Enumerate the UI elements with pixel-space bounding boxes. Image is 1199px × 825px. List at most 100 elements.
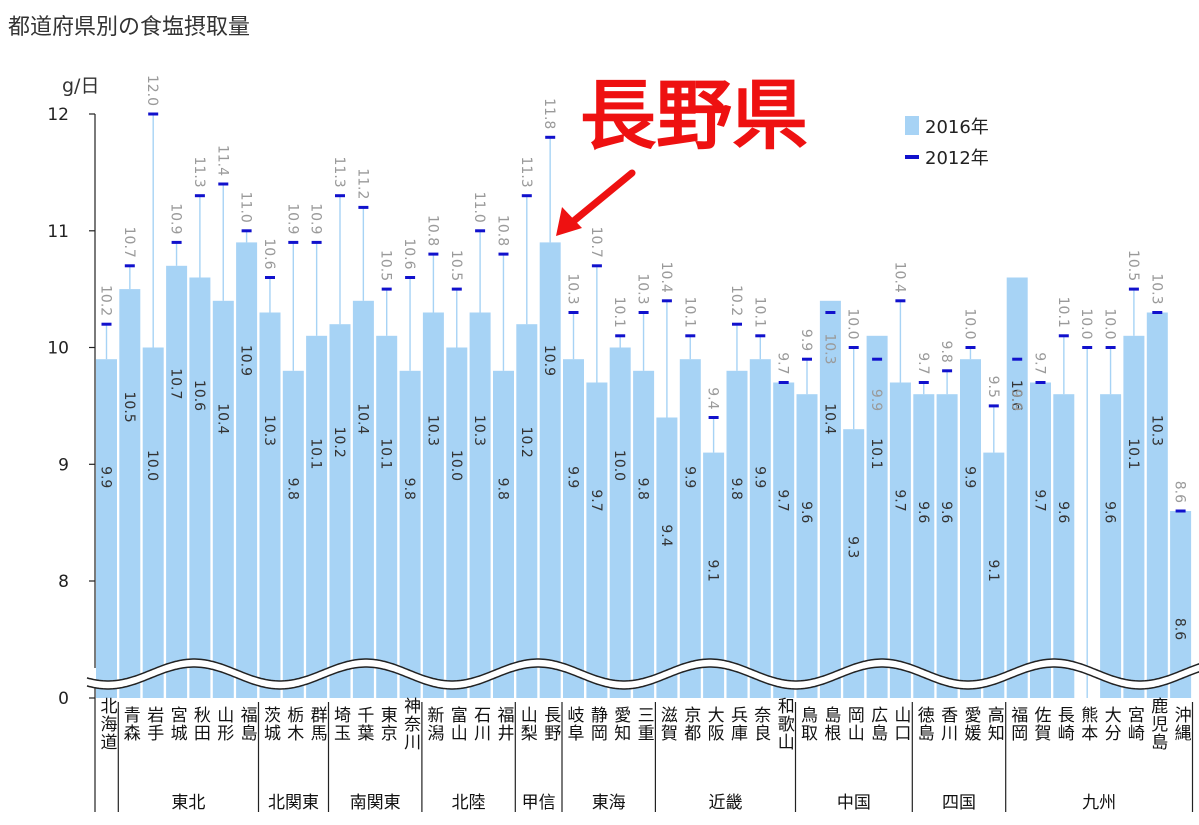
value-label-2012: 9.9 — [798, 329, 814, 351]
category-label: 静岡 — [587, 706, 608, 742]
value-label-2012: 10.0 — [1102, 308, 1118, 339]
annotation-arrow-shaft — [566, 169, 636, 228]
bar-2016 — [773, 382, 795, 698]
value-label-2016: 10.4 — [214, 403, 230, 434]
annotation-text: 長野県 — [580, 71, 808, 160]
bar-2016 — [539, 242, 561, 698]
value-label-2012: 10.0 — [962, 308, 978, 339]
value-label-2012: 10.0 — [1078, 308, 1094, 339]
value-label-2016: 9.6 — [1102, 501, 1118, 523]
value-label-2012: 11.4 — [214, 145, 230, 176]
y-tick-label: 0 — [58, 689, 69, 709]
value-label-2016: 10.0 — [611, 450, 627, 481]
region-label: 九州 — [1082, 793, 1116, 813]
category-label: 兵庫 — [727, 706, 748, 742]
category-label: 東京 — [377, 706, 398, 742]
category-label: 広島 — [867, 706, 888, 742]
bar-2016 — [493, 370, 514, 698]
bar-2016 — [259, 312, 281, 698]
value-label-2016: 9.8 — [635, 478, 651, 500]
value-label-2016: 9.9 — [962, 466, 978, 488]
category-label: 宮崎 — [1124, 706, 1144, 742]
value-label-2012: 9.7 — [915, 352, 931, 374]
axes-layer: 12 11 10 9 8 0 — [47, 105, 96, 812]
value-label-2016: 10.1 — [308, 438, 324, 469]
value-label-2012: 10.3 — [821, 333, 837, 364]
value-label-2016: 9.9 — [751, 466, 767, 488]
value-label-2016: 9.9 — [98, 466, 114, 488]
category-label: 熊本 — [1077, 706, 1098, 742]
region-label: 南関東 — [350, 793, 401, 813]
bar-2016 — [189, 277, 211, 698]
value-label-2012: 10.9 — [308, 203, 324, 234]
value-label-2012: 10.3 — [635, 273, 651, 304]
value-label-2012: 10.6 — [401, 238, 417, 269]
legend-swatch-2012 — [905, 155, 919, 159]
bar-2016 — [749, 359, 771, 698]
value-label-2012: 11.0 — [238, 192, 254, 223]
category-label: 北海道 — [97, 697, 118, 751]
value-label-2012: 11.3 — [331, 157, 347, 188]
region-label: 北関東 — [268, 793, 319, 813]
category-label: 山口 — [890, 706, 910, 742]
category-label: 鹿児島 — [1147, 697, 1168, 751]
category-label: 京都 — [680, 706, 701, 742]
y-tick-label: 9 — [58, 455, 69, 475]
bar-2016 — [843, 429, 865, 698]
bar-2016 — [282, 370, 304, 698]
value-label-2012: 10.7 — [588, 227, 604, 258]
value-label-2012: 9.7 — [1032, 352, 1048, 374]
value-label-2016: 9.7 — [588, 489, 604, 511]
bar-2016 — [352, 300, 374, 698]
bar-2016 — [1053, 394, 1075, 698]
value-label-2016: 10.6 — [191, 380, 207, 411]
value-label-2016: 9.9 — [565, 466, 581, 488]
region-label: 中国 — [837, 793, 871, 813]
region-label: 四国 — [942, 793, 976, 813]
value-label-2016: 9.6 — [938, 501, 954, 523]
region-label: 甲信 — [522, 793, 556, 813]
value-label-2016: 9.3 — [845, 536, 861, 558]
value-label-2012: 10.3 — [565, 273, 581, 304]
bar-2016 — [960, 359, 981, 698]
value-label-2012: 10.2 — [728, 285, 744, 316]
value-label-2016: 9.6 — [915, 501, 931, 523]
value-label-2012: 10.5 — [448, 250, 464, 281]
y-tick-label: 8 — [58, 572, 69, 592]
value-label-2016: 10.1 — [868, 438, 884, 469]
category-label: 福島 — [237, 706, 258, 742]
y-tick-label: 12 — [47, 105, 69, 125]
category-label: 岩手 — [143, 706, 164, 742]
value-label-2016: 9.8 — [284, 478, 300, 500]
value-label-2012: 11.0 — [471, 192, 487, 223]
legend-label-2016: 2016年 — [925, 117, 989, 138]
bar-2016 — [1170, 511, 1192, 698]
value-label-2016: 10.0 — [448, 450, 464, 481]
region-label: 北陸 — [452, 793, 486, 813]
bar-2016 — [119, 289, 141, 698]
value-label-2016: 10.2 — [518, 427, 534, 458]
value-labels-layer: 9.9 10.2 10.5 10.7 10.0 12.0 10.7 10.9 10.6 11.3 1… — [98, 75, 1188, 640]
value-label-2012: 11.3 — [191, 157, 207, 188]
category-label: 福岡 — [1007, 706, 1027, 742]
value-label-2012: 9.5 — [985, 376, 1001, 398]
bar-2016 — [586, 382, 608, 698]
category-label: 沖縄 — [1171, 706, 1192, 742]
value-label-2016: 10.3 — [424, 415, 440, 446]
category-label: 大阪 — [704, 706, 725, 742]
bar-2016 — [726, 370, 748, 698]
value-label-2016: 10.4 — [821, 403, 837, 434]
bar-2016 — [306, 335, 328, 698]
category-label: 和歌山 — [774, 697, 795, 751]
category-label: 秋田 — [190, 706, 211, 742]
value-label-2016: 10.9 — [541, 345, 557, 376]
category-label: 青森 — [120, 706, 141, 742]
bar-2016 — [399, 370, 421, 698]
category-label: 埼玉 — [330, 706, 351, 742]
bar-2016 — [936, 394, 958, 698]
category-label: 福井 — [494, 706, 515, 742]
value-label-2016: 9.4 — [658, 524, 674, 546]
bar-2016 — [469, 312, 491, 698]
bar-2016 — [1123, 335, 1145, 698]
